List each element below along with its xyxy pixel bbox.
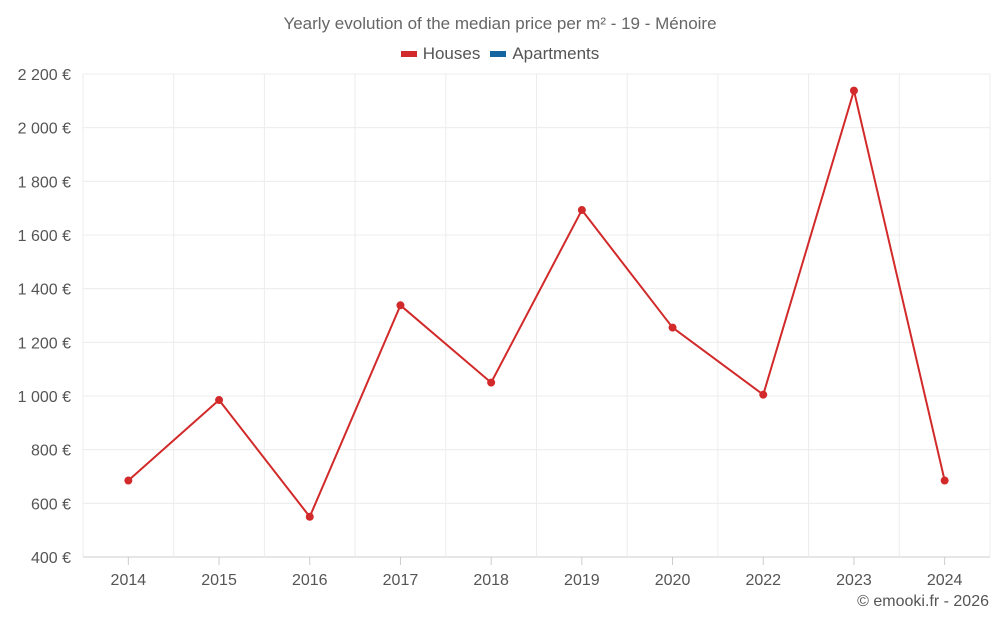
y-tick-label: 1 400 €	[18, 282, 71, 299]
data-point	[849, 86, 858, 95]
legend-label-apartments: Apartments	[512, 44, 600, 63]
y-tick-label: 2 200 €	[18, 67, 71, 84]
x-tick-label: 2024	[927, 572, 963, 589]
y-tick-label: 2 000 €	[18, 121, 71, 138]
data-point	[305, 512, 314, 521]
data-point	[487, 378, 496, 387]
legend: Houses Apartments	[0, 44, 1000, 64]
legend-swatch-houses	[400, 51, 417, 57]
legend-item-apartments[interactable]: Apartments	[490, 44, 599, 64]
x-tick-label: 2022	[745, 572, 781, 589]
x-tick-label: 2023	[836, 572, 872, 589]
x-tick-label: 2015	[201, 572, 237, 589]
data-point	[577, 206, 586, 215]
x-tick-label: 2020	[655, 572, 691, 589]
y-tick-label: 800 €	[31, 443, 71, 460]
y-tick-label: 600 €	[31, 496, 71, 513]
legend-swatch-apartments	[490, 51, 507, 57]
x-tick-label: 2018	[473, 572, 509, 589]
x-tick-label: 2016	[292, 572, 328, 589]
y-tick-label: 1 200 €	[18, 335, 71, 352]
y-tick-label: 1 000 €	[18, 389, 71, 406]
x-tick-label: 2019	[564, 572, 600, 589]
y-tick-label: 1 600 €	[18, 228, 71, 245]
data-point	[396, 301, 405, 310]
data-point	[215, 396, 224, 405]
data-point	[124, 476, 133, 485]
x-tick-label: 2017	[383, 572, 419, 589]
legend-label-houses: Houses	[422, 44, 481, 63]
x-tick-label: 2014	[111, 572, 147, 589]
data-point	[668, 323, 677, 332]
legend-item-houses[interactable]: Houses	[400, 44, 481, 64]
data-point	[940, 476, 949, 485]
y-tick-label: 1 800 €	[18, 174, 71, 191]
chart-title: Yearly evolution of the median price per…	[283, 14, 717, 33]
credit: © emooki.fr - 2026	[857, 593, 989, 610]
y-tick-label: 400 €	[31, 550, 71, 567]
series-line-houses	[127, 89, 946, 518]
data-point	[759, 390, 768, 399]
